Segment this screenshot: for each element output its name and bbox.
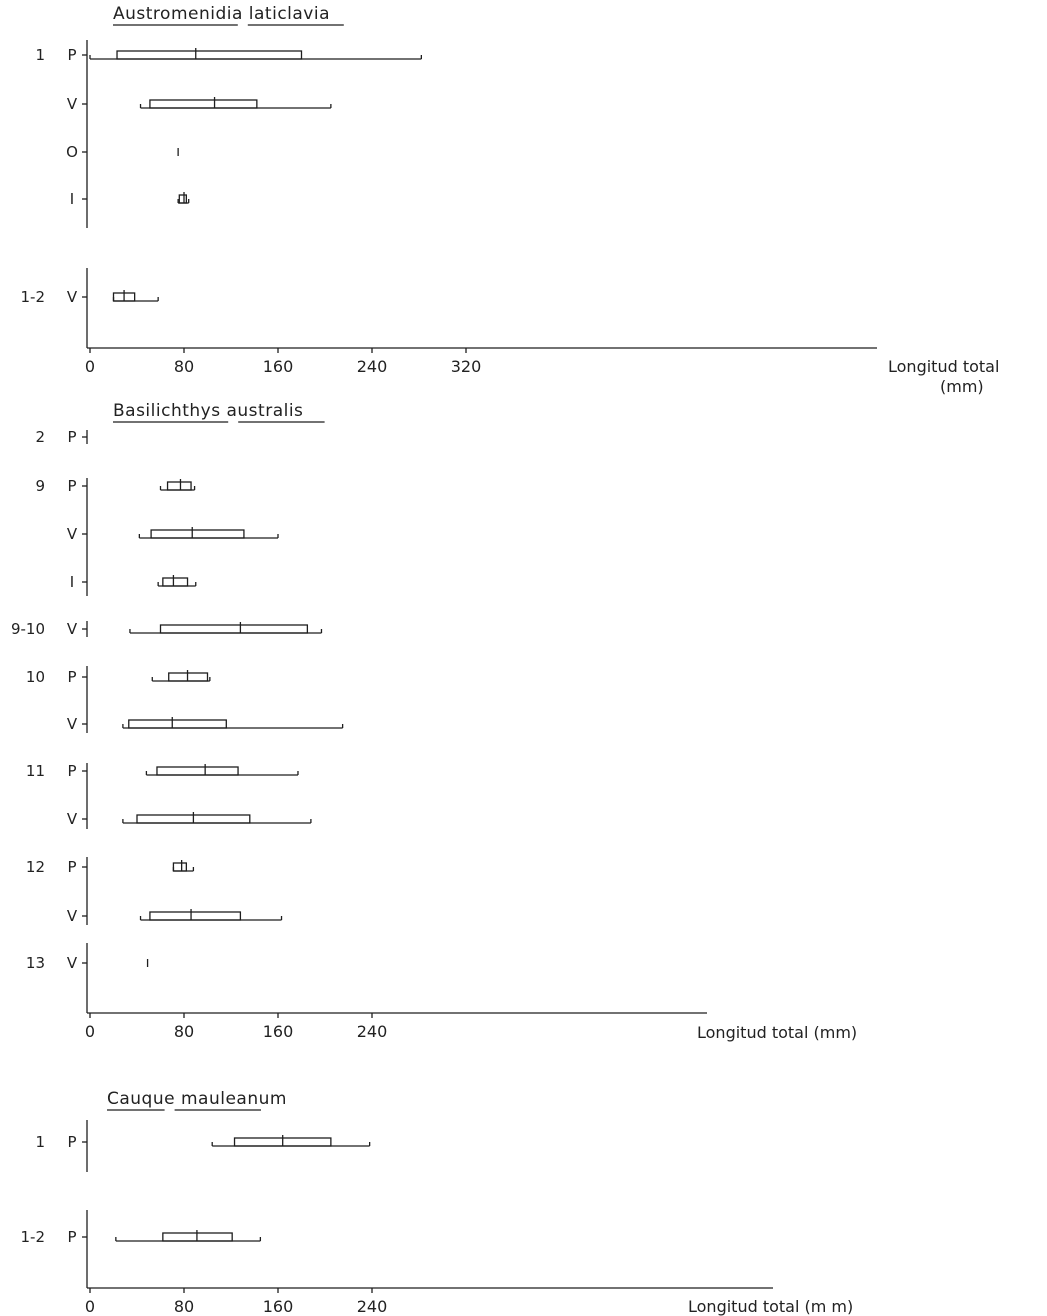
chart-2-group-label-13: 13 (26, 954, 45, 972)
chart-1-group-label-1: 1 (35, 46, 45, 64)
chart-3-title: Cauque mauleanum (107, 1089, 287, 1109)
chart-3-x-tick-label-160: 160 (263, 1297, 294, 1316)
chart-2-group-label-10: 10 (26, 668, 45, 686)
chart-2-group-12-row-v-box (149, 911, 242, 921)
chart-2-group-11-row-v-label: V (67, 810, 78, 828)
chart-2-group-9-row-p-box (166, 481, 192, 491)
chart-2-group-9-row-i-label: I (70, 573, 74, 591)
chart-1-x-axis-unit: (mm) (940, 377, 984, 396)
chart-1-group-1-2-row-v-label: V (67, 288, 78, 306)
chart-2-group-12-row-p-label: P (67, 858, 76, 876)
chart-2-x-tick-label-80: 80 (174, 1022, 194, 1041)
chart-2-group-label-11: 11 (26, 762, 45, 780)
chart-2-group-9-10-row-v-box (159, 624, 309, 634)
chart-1-x-axis-label: Longitud total (888, 357, 999, 376)
chart-2-group-label-9-10: 9-10 (11, 620, 45, 638)
chart-3-group-1-row-p-label: P (67, 1133, 76, 1151)
chart-3-group-label-1-2: 1-2 (21, 1228, 46, 1246)
chart-2-group-2-row-p-label: P (67, 428, 76, 446)
chart-1-x-tick-label-240: 240 (357, 357, 388, 376)
chart-2-x-tick-label-160: 160 (263, 1022, 294, 1041)
chart-2-group-10-row-p-label: P (67, 668, 76, 686)
chart-2-group-label-9: 9 (35, 477, 45, 495)
chart-3-group-label-1: 1 (35, 1133, 45, 1151)
chart-1-group-1-row-i-label: I (70, 190, 74, 208)
chart-2-group-9-row-v-label: V (67, 525, 78, 543)
chart-1-x-tick-label-160: 160 (263, 357, 294, 376)
chart-1-title: Austromenidia laticlavia (113, 4, 330, 24)
chart-1-group-1-row-i-box (178, 194, 188, 204)
chart-1-group-1-row-v-label: V (67, 95, 78, 113)
chart-1-group-1-row-o-label: O (66, 143, 78, 161)
chart-1-x-tick-label-320: 320 (451, 357, 482, 376)
chart-2-group-label-12: 12 (26, 858, 45, 876)
chart-1-group-1-row-v-box (149, 99, 258, 109)
chart-2-group-12-row-v-label: V (67, 907, 78, 925)
chart-2-group-9-row-p-label: P (67, 477, 76, 495)
chart-2-x-tick-label-0: 0 (85, 1022, 95, 1041)
chart-2-group-11-row-p-box (156, 766, 239, 776)
chart-3-group-1-2-row-p-label: P (67, 1228, 76, 1246)
chart-1-group-label-1-2: 1-2 (21, 288, 46, 306)
chart-2-x-tick-label-240: 240 (357, 1022, 388, 1041)
chart-1-group-1-row-p-label: P (67, 46, 76, 64)
chart-2-group-10-row-v-label: V (67, 715, 78, 733)
chart-2-group-11-row-p-label: P (67, 762, 76, 780)
chart-2-group-9-row-v-box (150, 529, 245, 539)
chart-3-x-tick-label-80: 80 (174, 1297, 194, 1316)
chart-2-group-12-row-p-box (172, 862, 188, 872)
chart-1-x-tick-label-0: 0 (85, 357, 95, 376)
chart-3-x-tick-label-240: 240 (357, 1297, 388, 1316)
chart-2-title: Basilichthys australis (113, 401, 303, 421)
chart-3-x-tick-label-0: 0 (85, 1297, 95, 1316)
chart-2-group-13-row-v-label: V (67, 954, 78, 972)
chart-2-x-axis-label: Longitud total (mm) (697, 1023, 857, 1042)
chart-2-group-9-row-i-box (162, 577, 189, 587)
chart-2-group-10-row-v-box (128, 719, 227, 729)
chart-2-group-9-10-row-v-label: V (67, 620, 78, 638)
chart-3-x-axis-label: Longitud total (m m) (688, 1297, 853, 1316)
chart-1-group-1-row-p-box (116, 50, 303, 60)
chart-1-x-tick-label-80: 80 (174, 357, 194, 376)
chart-2-group-label-2: 2 (35, 428, 45, 446)
